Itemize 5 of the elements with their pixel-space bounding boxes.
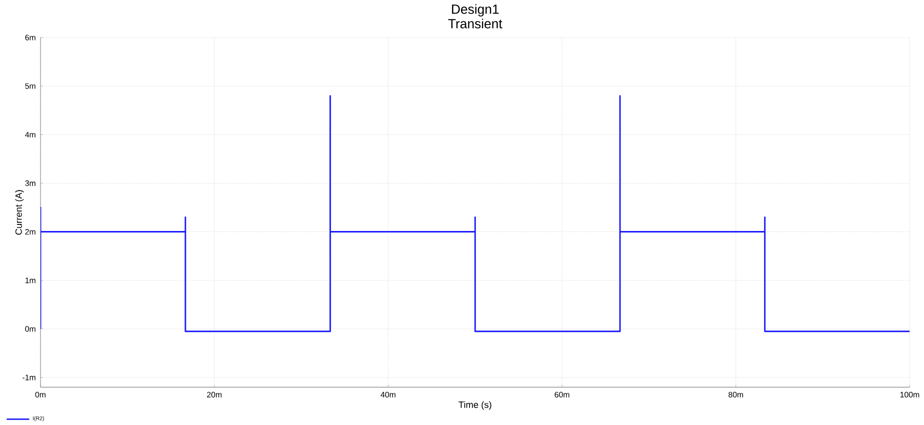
line-series	[40, 95, 910, 332]
chart-title: Design1	[452, 4, 499, 17]
x-axis-title: Time (s)	[458, 401, 492, 410]
chart-subtitle: Transient	[448, 18, 502, 28]
y-axis-title: Current (A)	[15, 190, 24, 235]
